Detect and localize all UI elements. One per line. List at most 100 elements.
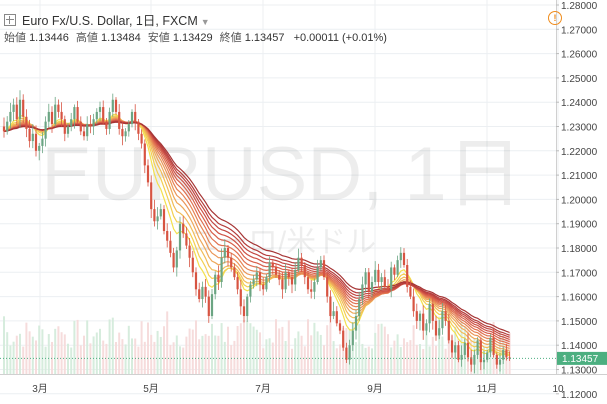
- candle: [102, 100, 105, 125]
- candle: [361, 276, 364, 305]
- candle: [92, 113, 95, 135]
- chevron-down-icon[interactable]: ▼: [200, 17, 210, 27]
- candle: [182, 216, 185, 238]
- price-tick-label: 1.20000: [561, 195, 598, 206]
- candle-body: [457, 345, 460, 360]
- candle: [41, 132, 44, 154]
- volume-bar: [319, 334, 322, 374]
- price-tick-label: 1.26000: [561, 50, 598, 61]
- volume-bar: [166, 311, 169, 374]
- symbol-header[interactable]: Euro Fx/U.S. Dollar, 1日, FXCM ▼: [4, 10, 210, 29]
- candle: [284, 263, 287, 293]
- volume-bar: [95, 332, 98, 374]
- candle: [214, 271, 217, 300]
- candle: [105, 118, 108, 135]
- candle: [479, 337, 482, 371]
- current-price-label: 1.13457: [562, 354, 599, 365]
- candle: [217, 265, 220, 290]
- candle-body: [162, 209, 166, 231]
- candle-body: [172, 252, 175, 268]
- candle-body: [441, 311, 444, 329]
- volume-bar: [28, 331, 31, 374]
- candle: [342, 325, 345, 351]
- volume-bar: [300, 335, 303, 374]
- candle-body: [383, 277, 386, 287]
- symbol-title[interactable]: Euro Fx/U.S. Dollar, 1日, FXCM: [22, 14, 198, 28]
- candle-body: [335, 311, 338, 324]
- candle: [425, 319, 428, 336]
- candle-body: [278, 274, 281, 280]
- candle: [156, 207, 159, 230]
- candle-body: [342, 330, 345, 348]
- price-tick-label: 1.23000: [561, 123, 598, 134]
- volume-bar: [147, 322, 149, 374]
- volume-bar: [387, 334, 389, 374]
- candle: [454, 342, 457, 359]
- candle: [210, 288, 214, 320]
- candle-body: [348, 345, 351, 360]
- candle-body: [2, 126, 6, 132]
- candle-body: [114, 99, 118, 112]
- candle: [207, 290, 210, 323]
- volume-bar: [44, 346, 47, 374]
- alert-icon[interactable]: !: [548, 11, 562, 25]
- volume-bar: [441, 336, 444, 374]
- candle-body: [265, 277, 268, 290]
- candle: [300, 253, 303, 272]
- candle-body: [76, 107, 79, 122]
- candle-body: [351, 330, 354, 346]
- candle-body: [239, 289, 242, 307]
- candle-body: [297, 257, 300, 270]
- price-tick-label: 1.16000: [561, 293, 598, 304]
- volume-bar: [310, 335, 313, 374]
- volume-bar: [364, 347, 367, 374]
- candle: [262, 277, 265, 296]
- candle-body: [127, 124, 130, 132]
- candle-body: [364, 272, 367, 285]
- candle-body: [454, 345, 457, 353]
- volume-bar: [403, 338, 405, 374]
- candle: [6, 116, 9, 135]
- candle: [121, 122, 124, 146]
- volume-bar: [259, 332, 261, 374]
- candle-body: [476, 340, 479, 355]
- candle: [322, 255, 326, 281]
- candle: [326, 272, 329, 303]
- candle: [268, 256, 271, 283]
- candle: [166, 223, 169, 248]
- candle-body: [92, 119, 95, 127]
- candle: [185, 226, 188, 249]
- expand-icon[interactable]: [4, 14, 16, 26]
- volume-bar: [307, 319, 309, 374]
- time-tick-label: 3月: [32, 383, 48, 395]
- volume-bar: [358, 324, 361, 374]
- volume-bar: [281, 326, 284, 374]
- candle-body: [306, 277, 310, 290]
- volume-bar: [22, 346, 25, 374]
- candle: [278, 270, 281, 286]
- candle: [47, 103, 50, 128]
- change-value: +0.00011 (+0.01%): [293, 32, 387, 44]
- candle-body: [508, 357, 511, 359]
- candle-body: [258, 272, 262, 285]
- candle-body: [201, 286, 204, 300]
- volume-bar: [329, 304, 332, 374]
- candle: [76, 100, 79, 125]
- candle-body: [22, 99, 25, 117]
- candle: [38, 142, 41, 161]
- candle: [95, 108, 98, 125]
- volume-bar: [255, 329, 258, 374]
- volume-bar: [102, 340, 105, 374]
- candle: [338, 319, 342, 335]
- candle-body: [447, 320, 450, 341]
- close-label: 終値: [219, 32, 242, 44]
- candle-body: [274, 267, 278, 275]
- time-tick-label: 11月: [477, 383, 497, 395]
- candle: [22, 94, 25, 123]
- candle: [124, 128, 127, 142]
- candle-body: [322, 260, 326, 278]
- volume-bar: [396, 334, 399, 374]
- candle-body: [105, 121, 108, 129]
